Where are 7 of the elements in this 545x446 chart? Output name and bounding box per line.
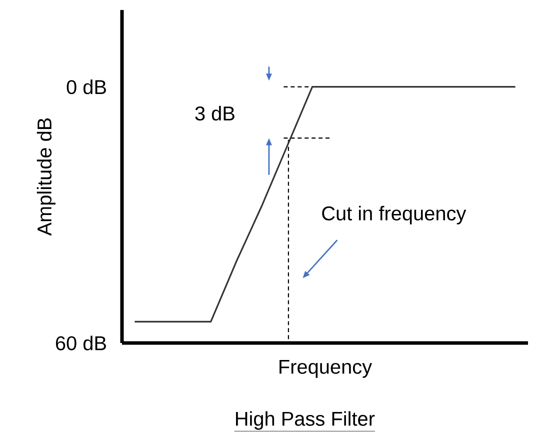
y-tick-label: 60 dB <box>56 336 106 350</box>
text: High Pass Filter <box>236 411 375 430</box>
annotation: Cut in frequency <box>322 206 466 224</box>
annotation: 3 dB <box>195 106 234 121</box>
y-tick-label: 0 dB <box>66 80 106 94</box>
x-axis-title: Frequency <box>280 360 372 378</box>
y-axis-title: Amplitude dB <box>36 118 56 236</box>
